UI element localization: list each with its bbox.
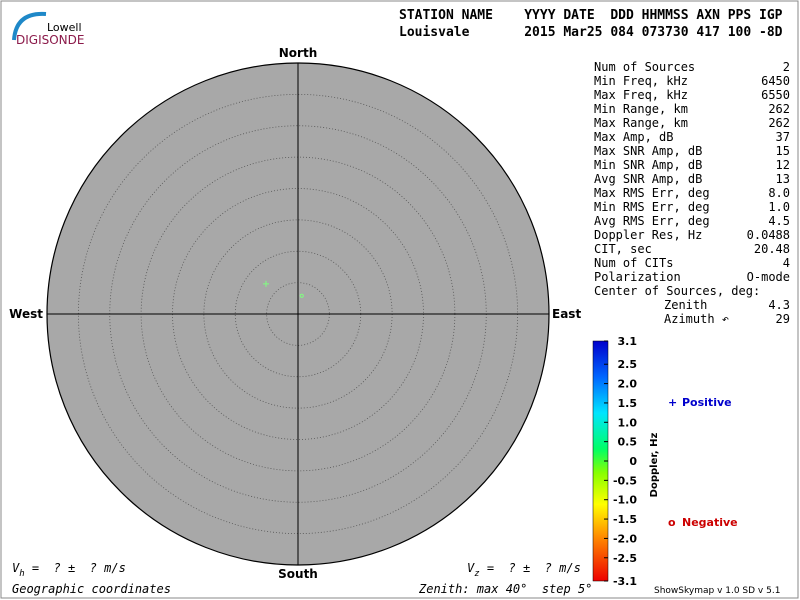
colorbar-label: Doppler, Hz — [649, 433, 660, 498]
stat-label: Max Freq, kHz — [594, 88, 688, 102]
colorbar-tick-label: -1.0 — [613, 494, 637, 507]
colorbar-tick-label: -3.1 — [613, 575, 637, 588]
stat-value: 29 — [776, 312, 790, 326]
colorbar-tick-label: 2.5 — [618, 358, 638, 371]
stat-label: Min Range, km — [594, 102, 688, 116]
stat-label: Max Amp, dB — [594, 130, 673, 144]
direction-label: South — [278, 567, 318, 581]
stat-label: Min Freq, kHz — [594, 74, 688, 88]
source-marker — [299, 293, 304, 298]
stat-value: 6550 — [761, 88, 790, 102]
stat-label: Num of CITs — [594, 256, 673, 270]
stat-label: Avg SNR Amp, dB — [594, 172, 702, 186]
stat-value: 4.5 — [768, 214, 790, 228]
logo-swoosh — [12, 11, 47, 41]
stat-value: 4.3 — [768, 298, 790, 312]
colorbar-tick-label: 3.1 — [618, 335, 638, 348]
coords-label: Geographic coordinates — [12, 582, 171, 596]
colorbar-tick-label: -1.5 — [613, 513, 637, 526]
stat-label: Max RMS Err, deg — [594, 186, 710, 200]
stat-label: Zenith — [664, 298, 707, 312]
header-line: Louisvale 2015 Mar25 084 073730 417 100 … — [399, 25, 783, 40]
stat-value: 15 — [776, 144, 790, 158]
stat-value: 8.0 — [768, 186, 790, 200]
direction-label: East — [552, 307, 581, 321]
stat-label: Doppler Res, Hz — [594, 228, 702, 242]
logo-top: Lowell — [47, 21, 82, 34]
stat-value: O-mode — [747, 270, 790, 284]
stat-label: Num of Sources — [594, 60, 695, 74]
legend-text: Negative — [682, 516, 738, 529]
colorbar-tick-label: 1.5 — [618, 397, 638, 410]
logo-bottom: DIGISONDE — [16, 33, 84, 47]
colorbar-tick-label: 0 — [629, 455, 637, 468]
legend-symbol: + — [668, 396, 677, 409]
stat-value: 6450 — [761, 74, 790, 88]
colorbar-tick-label: -2.0 — [613, 532, 637, 545]
stat-label: Azimuth ↶ — [664, 312, 729, 326]
stat-label: Polarization — [594, 270, 681, 284]
colorbar-tick-label: 0.5 — [618, 436, 638, 449]
version-label: ShowSkymap v 1.0 SD v 5.1 — [654, 586, 780, 596]
stat-label: Max Range, km — [594, 116, 688, 130]
stat-value: 20.48 — [754, 242, 790, 256]
colorbar-tick-label: 2.0 — [618, 378, 638, 391]
colorbar-tick-label: -0.5 — [613, 474, 637, 487]
legend-symbol: o — [668, 516, 676, 529]
zenith-label: Zenith: max 40° step 5° — [418, 582, 592, 596]
vz-label: Vz = ? ± ? m/s — [467, 561, 581, 579]
stat-label: Avg RMS Err, deg — [594, 214, 710, 228]
stat-label: Center of Sources, deg: — [594, 284, 760, 298]
header-line: STATION NAME YYYY DATE DDD HHMMSS AXN PP… — [399, 8, 783, 23]
stat-value: 4 — [783, 256, 790, 270]
stat-value: 0.0488 — [747, 228, 790, 242]
direction-label: West — [9, 307, 43, 321]
stat-label: Max SNR Amp, dB — [594, 144, 702, 158]
colorbar-tick-label: -2.5 — [613, 552, 637, 565]
stat-value: 262 — [768, 116, 790, 130]
source-marker — [262, 280, 269, 287]
stat-label: CIT, sec — [594, 242, 652, 256]
stat-value: 262 — [768, 102, 790, 116]
stat-value: 12 — [776, 158, 790, 172]
stat-value: 37 — [776, 130, 790, 144]
stat-label: Min SNR Amp, dB — [594, 158, 702, 172]
stat-value: 13 — [776, 172, 790, 186]
stat-value: 1.0 — [768, 200, 790, 214]
vh-label: Vh = ? ± ? m/s — [12, 561, 126, 579]
stat-value: 2 — [783, 60, 790, 74]
legend-text: Positive — [682, 396, 732, 409]
stat-label: Min RMS Err, deg — [594, 200, 710, 214]
direction-label: North — [279, 46, 317, 60]
colorbar-tick-label: 1.0 — [618, 416, 638, 429]
